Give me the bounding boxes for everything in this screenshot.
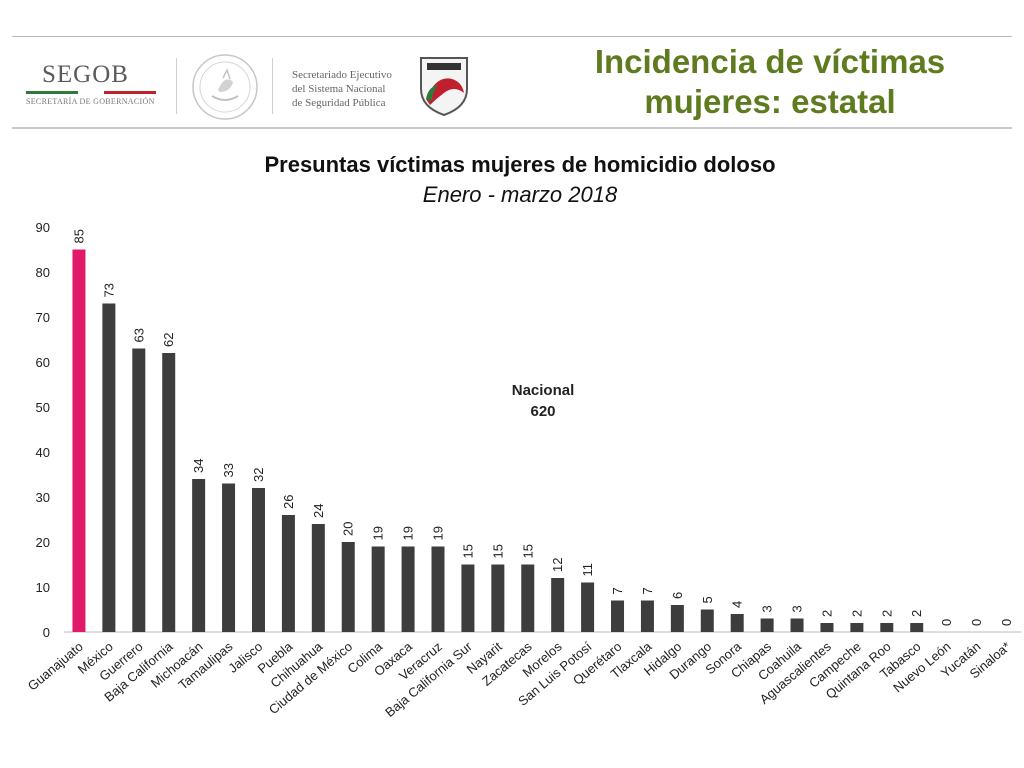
bar (401, 546, 415, 632)
segob-logo: SEGOB SECRETARÍA DE GOBERNACIÓN (26, 62, 156, 106)
chart-annotation: Nacional (512, 382, 575, 399)
data-label: 15 (490, 544, 505, 558)
chart-annotation-value: 620 (530, 403, 555, 420)
data-label: 7 (610, 587, 625, 594)
bar (820, 623, 834, 632)
data-label: 24 (311, 504, 326, 518)
data-label: 19 (431, 526, 446, 540)
data-label: 2 (879, 610, 894, 617)
data-label: 26 (281, 495, 296, 509)
coat-of-arms-icon (190, 52, 260, 127)
data-label: 2 (909, 610, 924, 617)
bar (431, 546, 445, 632)
bar (371, 546, 385, 632)
page-title: Incidencia de víctimas mujeres: estatal (540, 42, 1000, 122)
data-label: 3 (760, 605, 775, 612)
data-label: 34 (191, 459, 206, 473)
data-label: 6 (670, 592, 685, 599)
bar (311, 524, 325, 632)
page-title-line: Incidencia de víctimas (594, 43, 946, 80)
chart-title: Presuntas víctimas mujeres de homicidio … (264, 152, 776, 177)
data-label: 2 (819, 610, 834, 617)
bar (551, 578, 565, 632)
bar (730, 614, 744, 632)
bar (102, 303, 116, 632)
data-label: 2 (849, 610, 864, 617)
data-label: 12 (550, 558, 565, 572)
data-label: 19 (401, 526, 416, 540)
y-tick-label: 20 (36, 535, 50, 550)
y-tick-label: 30 (36, 490, 50, 505)
y-tick-label: 70 (36, 310, 50, 325)
bar (850, 623, 864, 632)
bar (910, 623, 924, 632)
data-label: 0 (969, 619, 984, 626)
header-top-rule (12, 36, 1012, 37)
bar (132, 348, 146, 632)
data-label: 63 (131, 328, 146, 342)
page-title-line: mujeres: estatal (644, 83, 896, 120)
data-label: 32 (251, 468, 266, 482)
bar (700, 609, 714, 632)
chart-subtitle: Enero - marzo 2018 (422, 182, 618, 207)
header-divider (272, 58, 273, 114)
header-divider (176, 58, 177, 114)
bar (611, 600, 625, 632)
bar (670, 605, 684, 632)
bar (72, 249, 86, 632)
segob-logo-stripe (26, 91, 156, 94)
bar (581, 582, 595, 632)
bar (192, 479, 206, 632)
y-tick-label: 10 (36, 580, 50, 595)
data-label: 19 (371, 526, 386, 540)
data-label: 15 (520, 544, 535, 558)
data-label: 0 (939, 619, 954, 626)
bar (222, 483, 236, 632)
data-label: 11 (580, 563, 595, 577)
data-label: 20 (341, 522, 356, 536)
y-tick-label: 90 (36, 220, 50, 235)
bar (880, 623, 894, 632)
y-tick-label: 40 (36, 445, 50, 460)
agency-name: Secretariado Ejecutivo del Sistema Nacio… (292, 68, 392, 110)
y-tick-label: 50 (36, 400, 50, 415)
data-label: 3 (790, 605, 805, 612)
bar (491, 564, 505, 632)
data-label: 15 (460, 544, 475, 558)
agency-name-line: de Seguridad Pública (292, 97, 386, 109)
segob-logo-subtitle: SECRETARÍA DE GOBERNACIÓN (26, 97, 155, 106)
bar (162, 353, 176, 632)
y-tick-label: 0 (43, 625, 50, 640)
agency-name-line: Secretariado Ejecutivo (292, 69, 392, 81)
bar (341, 542, 355, 632)
bar (251, 488, 265, 632)
header-bottom-rule (12, 127, 1012, 129)
bar (281, 515, 295, 632)
data-label: 5 (700, 596, 715, 603)
bar (461, 564, 475, 632)
data-label: 73 (101, 283, 116, 297)
data-label: 4 (730, 601, 745, 608)
y-tick-label: 80 (36, 265, 50, 280)
data-label: 62 (161, 333, 176, 347)
bar (790, 618, 804, 632)
data-label: 85 (71, 229, 86, 243)
agency-name-line: del Sistema Nacional (292, 83, 386, 95)
sesnsp-shield-icon (418, 55, 470, 122)
segob-logo-text: SEGOB (42, 61, 129, 88)
bar (640, 600, 654, 632)
y-tick-label: 60 (36, 355, 50, 370)
bar (760, 618, 774, 632)
data-label: 0 (999, 619, 1014, 626)
bar (521, 564, 535, 632)
data-label: 7 (640, 587, 655, 594)
data-label: 33 (221, 463, 236, 477)
